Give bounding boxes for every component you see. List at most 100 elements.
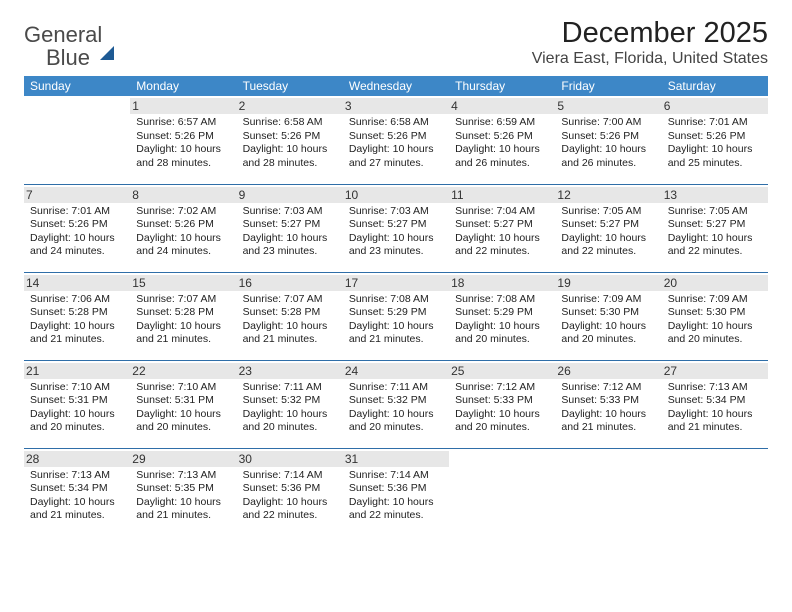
brand-logo: General Blue (24, 24, 114, 70)
calendar-day-cell: 13Sunrise: 7:05 AMSunset: 5:27 PMDayligh… (662, 184, 768, 272)
calendar-week-row: 7Sunrise: 7:01 AMSunset: 5:26 PMDaylight… (24, 184, 768, 272)
day-number: 24 (343, 363, 449, 379)
calendar-day-cell: 3Sunrise: 6:58 AMSunset: 5:26 PMDaylight… (343, 96, 449, 184)
day-info: Sunrise: 7:03 AMSunset: 5:27 PMDaylight:… (243, 205, 337, 260)
sunset-line: Sunset: 5:28 PM (30, 306, 124, 320)
daylight-line: Daylight: 10 hours and 20 minutes. (668, 320, 762, 347)
daylight-line: Daylight: 10 hours and 28 minutes. (136, 143, 230, 170)
day-number: 11 (449, 187, 555, 203)
calendar-day-cell (555, 448, 661, 536)
sunset-line: Sunset: 5:27 PM (668, 218, 762, 232)
day-info: Sunrise: 7:05 AMSunset: 5:27 PMDaylight:… (561, 205, 655, 260)
sunset-line: Sunset: 5:32 PM (349, 394, 443, 408)
day-info: Sunrise: 7:05 AMSunset: 5:27 PMDaylight:… (668, 205, 762, 260)
sunset-line: Sunset: 5:33 PM (455, 394, 549, 408)
day-number: 18 (449, 275, 555, 291)
calendar-day-cell: 1Sunrise: 6:57 AMSunset: 5:26 PMDaylight… (130, 96, 236, 184)
day-number: 26 (555, 363, 661, 379)
calendar-day-cell: 18 Sunrise: 7:08 AMSunset: 5:29 PMDayligh… (449, 272, 555, 360)
sunset-line: Sunset: 5:28 PM (136, 306, 230, 320)
sunrise-line: Sunrise: 7:09 AM (561, 293, 655, 307)
day-number: 17 (343, 275, 449, 291)
daylight-line: Daylight: 10 hours and 22 minutes. (349, 496, 443, 523)
daylight-line: Daylight: 10 hours and 22 minutes. (561, 232, 655, 259)
calendar-day-cell (24, 96, 130, 184)
daylight-line: Daylight: 10 hours and 21 minutes. (30, 496, 124, 523)
sunset-line: Sunset: 5:27 PM (349, 218, 443, 232)
daylight-line: Daylight: 10 hours and 24 minutes. (136, 232, 230, 259)
day-number: 16 (237, 275, 343, 291)
calendar-day-cell: 10Sunrise: 7:03 AMSunset: 5:27 PMDayligh… (343, 184, 449, 272)
day-number: 19 (555, 275, 661, 291)
calendar-table: Sunday Monday Tuesday Wednesday Thursday… (24, 76, 768, 536)
calendar-day-cell: 19 Sunrise: 7:09 AMSunset: 5:30 PMDayligh… (555, 272, 661, 360)
sunrise-line: Sunrise: 6:57 AM (136, 116, 230, 130)
page: General Blue December 2025 Viera East, F… (0, 0, 792, 612)
day-info: Sunrise: 7:13 AMSunset: 5:34 PMDaylight:… (668, 381, 762, 436)
sunset-line: Sunset: 5:34 PM (30, 482, 124, 496)
daylight-line: Daylight: 10 hours and 21 minutes. (30, 320, 124, 347)
daylight-line: Daylight: 10 hours and 24 minutes. (30, 232, 124, 259)
day-info: Sunrise: 7:01 AMSunset: 5:26 PMDaylight:… (668, 116, 762, 171)
sunrise-line: Sunrise: 7:00 AM (561, 116, 655, 130)
calendar-day-cell: 29Sunrise: 7:13 AMSunset: 5:35 PMDayligh… (130, 448, 236, 536)
day-number: 31 (343, 451, 449, 467)
day-info: Sunrise: 6:59 AMSunset: 5:26 PMDaylight:… (455, 116, 549, 171)
daylight-line: Daylight: 10 hours and 20 minutes. (349, 408, 443, 435)
sunset-line: Sunset: 5:29 PM (455, 306, 549, 320)
day-number: 23 (237, 363, 343, 379)
calendar-day-cell: 5Sunrise: 7:00 AMSunset: 5:26 PMDaylight… (555, 96, 661, 184)
daylight-line: Daylight: 10 hours and 20 minutes. (455, 408, 549, 435)
daylight-line: Daylight: 10 hours and 21 minutes. (136, 496, 230, 523)
day-info: Sunrise: 7:04 AMSunset: 5:27 PMDaylight:… (455, 205, 549, 260)
calendar-day-cell: 15Sunrise: 7:07 AMSunset: 5:28 PMDayligh… (130, 272, 236, 360)
daylight-line: Daylight: 10 hours and 22 minutes. (243, 496, 337, 523)
page-subtitle: Viera East, Florida, United States (532, 50, 768, 68)
brand-text: General Blue (24, 24, 114, 70)
day-info: Sunrise: 7:08 AMSunset: 5:29 PMDaylight:… (455, 293, 549, 348)
title-block: December 2025 Viera East, Florida, Unite… (532, 18, 768, 68)
sunset-line: Sunset: 5:36 PM (349, 482, 443, 496)
page-title: December 2025 (532, 18, 768, 48)
day-info: Sunrise: 7:07 AMSunset: 5:28 PMDaylight:… (243, 293, 337, 348)
brand-word2: Blue (46, 45, 90, 70)
daylight-line: Daylight: 10 hours and 21 minutes. (561, 408, 655, 435)
sunrise-line: Sunrise: 7:02 AM (136, 205, 230, 219)
day-number: 25 (449, 363, 555, 379)
sunrise-line: Sunrise: 7:11 AM (349, 381, 443, 395)
day-number: 1 (130, 98, 236, 114)
day-info: Sunrise: 7:10 AMSunset: 5:31 PMDaylight:… (136, 381, 230, 436)
sunset-line: Sunset: 5:34 PM (668, 394, 762, 408)
sunset-line: Sunset: 5:27 PM (455, 218, 549, 232)
daylight-line: Daylight: 10 hours and 21 minutes. (668, 408, 762, 435)
sunset-line: Sunset: 5:26 PM (349, 130, 443, 144)
sunrise-line: Sunrise: 7:12 AM (561, 381, 655, 395)
day-number: 15 (130, 275, 236, 291)
daylight-line: Daylight: 10 hours and 22 minutes. (455, 232, 549, 259)
sunset-line: Sunset: 5:35 PM (136, 482, 230, 496)
daylight-line: Daylight: 10 hours and 20 minutes. (243, 408, 337, 435)
sunrise-line: Sunrise: 7:14 AM (243, 469, 337, 483)
sunrise-line: Sunrise: 7:01 AM (668, 116, 762, 130)
day-number: 4 (449, 98, 555, 114)
sunrise-line: Sunrise: 7:01 AM (30, 205, 124, 219)
calendar-day-cell: 8Sunrise: 7:02 AMSunset: 5:26 PMDaylight… (130, 184, 236, 272)
calendar-week-row: 21Sunrise: 7:10 AMSunset: 5:31 PMDayligh… (24, 360, 768, 448)
triangle-icon (100, 29, 114, 60)
weekday-row: Sunday Monday Tuesday Wednesday Thursday… (24, 76, 768, 96)
daylight-line: Daylight: 10 hours and 21 minutes. (136, 320, 230, 347)
calendar-day-cell: 11 Sunrise: 7:04 AMSunset: 5:27 PMDayligh… (449, 184, 555, 272)
calendar-day-cell: 9Sunrise: 7:03 AMSunset: 5:27 PMDaylight… (237, 184, 343, 272)
sunset-line: Sunset: 5:26 PM (243, 130, 337, 144)
weekday-header: Tuesday (237, 76, 343, 96)
calendar-day-cell: 25Sunrise: 7:12 AMSunset: 5:33 PMDayligh… (449, 360, 555, 448)
calendar-day-cell: 21Sunrise: 7:10 AMSunset: 5:31 PMDayligh… (24, 360, 130, 448)
day-number: 8 (130, 187, 236, 203)
sunset-line: Sunset: 5:26 PM (455, 130, 549, 144)
calendar-day-cell: 27Sunrise: 7:13 AMSunset: 5:34 PMDayligh… (662, 360, 768, 448)
sunrise-line: Sunrise: 7:13 AM (30, 469, 124, 483)
daylight-line: Daylight: 10 hours and 20 minutes. (561, 320, 655, 347)
weekday-header: Thursday (449, 76, 555, 96)
calendar-day-cell: 12Sunrise: 7:05 AMSunset: 5:27 PMDayligh… (555, 184, 661, 272)
day-info: Sunrise: 7:09 AMSunset: 5:30 PMDaylight:… (561, 293, 655, 348)
